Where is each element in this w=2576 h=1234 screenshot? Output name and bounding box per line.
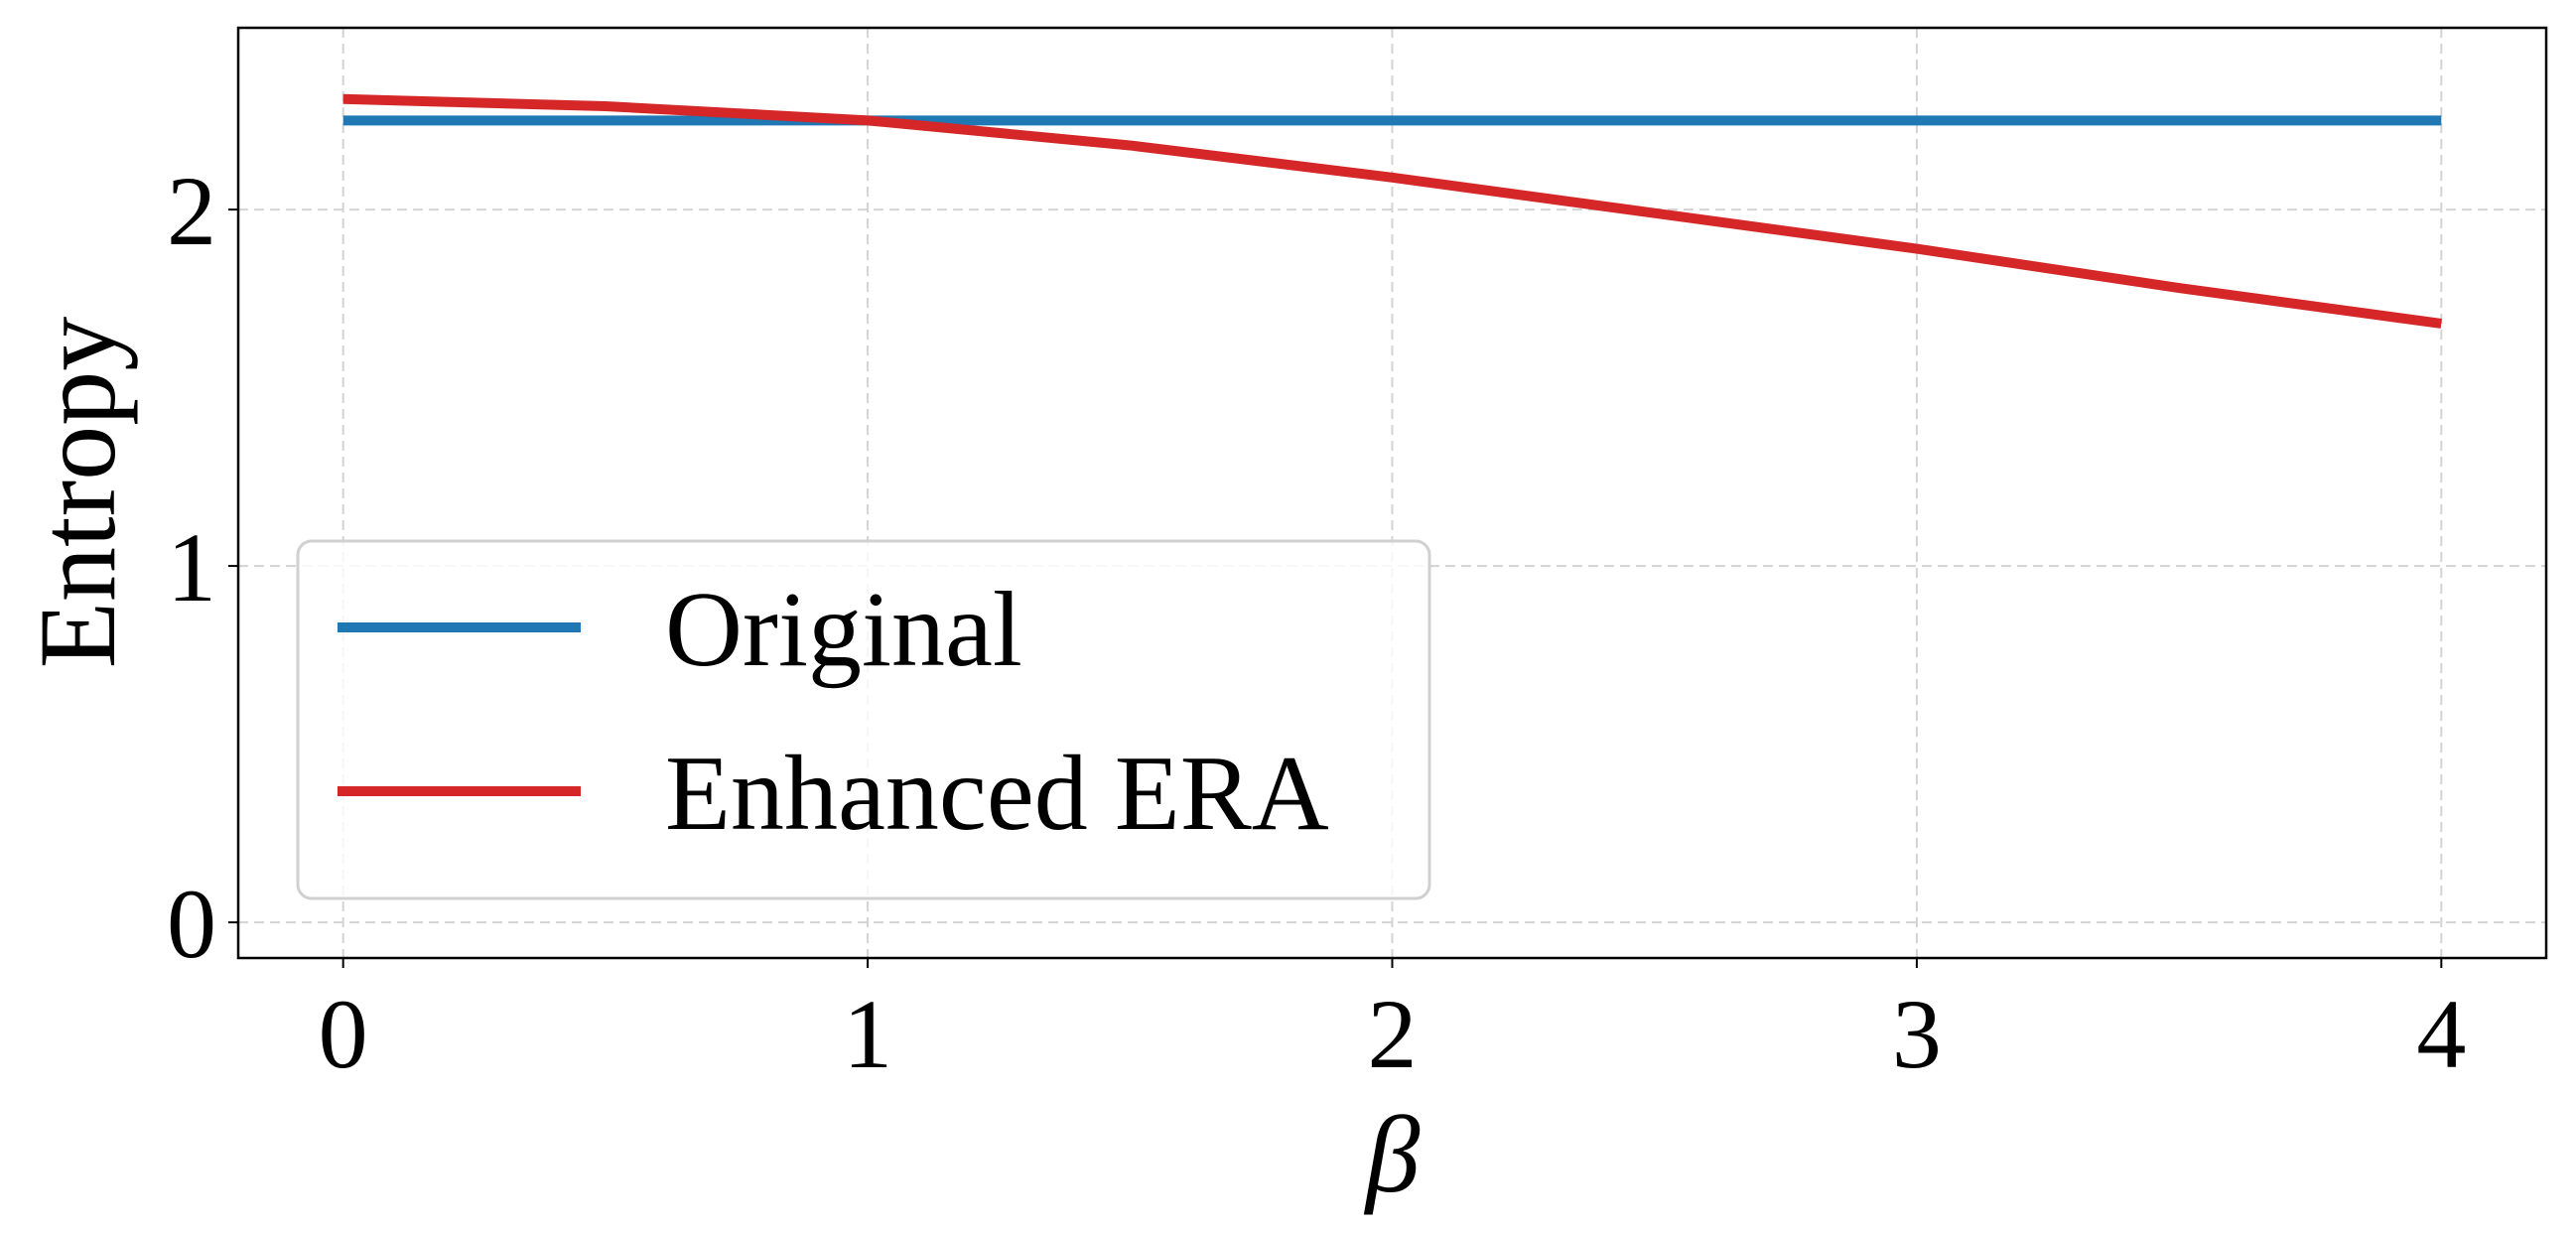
legend: Original Enhanced ERA bbox=[296, 539, 1431, 900]
x-tick-label: 2 bbox=[1368, 979, 1418, 1089]
y-axis-label: Entropy bbox=[17, 317, 138, 668]
x-axis-label: β bbox=[1364, 1094, 1421, 1215]
legend-label: Original bbox=[665, 571, 1022, 689]
x-tick-label: 3 bbox=[1892, 979, 1942, 1089]
y-tick-label: 0 bbox=[167, 869, 216, 979]
x-tick-label: 0 bbox=[319, 979, 368, 1089]
y-tick-label: 2 bbox=[167, 156, 216, 266]
y-tick-label: 1 bbox=[167, 512, 216, 622]
series-line bbox=[342, 93, 2442, 329]
x-tick-label: 4 bbox=[2416, 979, 2466, 1089]
x-tick-label: 1 bbox=[843, 979, 892, 1089]
plot-frame bbox=[236, 26, 2548, 960]
legend-label: Enhanced ERA bbox=[665, 735, 1329, 853]
